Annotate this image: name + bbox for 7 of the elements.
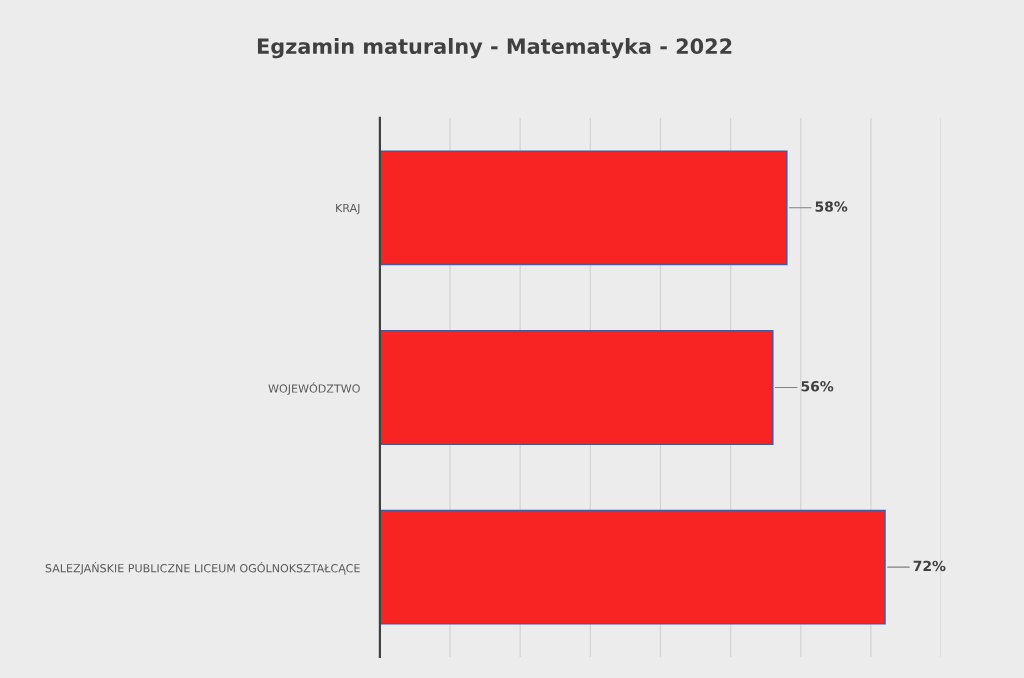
data-label: 72% bbox=[913, 560, 946, 572]
y-tick-label: WOJEWÓDZTWO bbox=[268, 382, 360, 395]
y-tick-label: KRAJ bbox=[336, 203, 360, 215]
data-label: 58% bbox=[815, 201, 848, 212]
chart-title: Egzamin maturalny - Matematyka - 2022 bbox=[257, 37, 732, 59]
data-label: 56% bbox=[801, 381, 834, 392]
y-tick-label: SALEZJAŃSKIE PUBLICZNE LICEUM OGÓLNOKSZTAŁCĄCE bbox=[45, 561, 360, 575]
